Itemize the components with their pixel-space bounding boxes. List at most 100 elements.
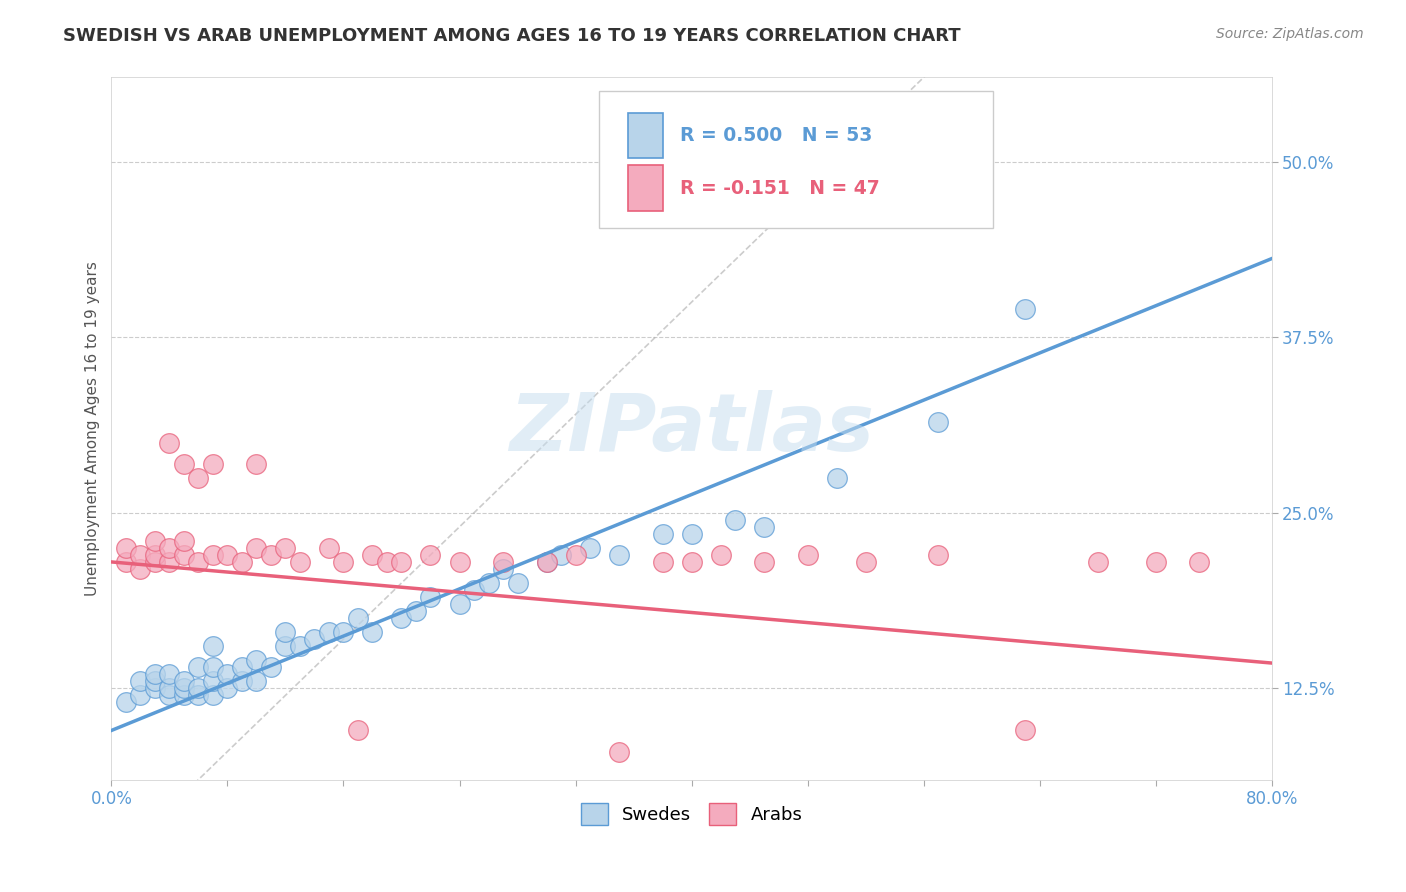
Point (391, 611, 413, 625)
Point (752, 555, 775, 569)
Point (159, 555, 181, 569)
Point (143, 555, 166, 569)
Point (825, 471, 848, 485)
Point (260, 660, 283, 674)
Point (796, 548, 818, 562)
Point (201, 457, 224, 471)
Point (347, 723, 370, 738)
Y-axis label: Unemployment Among Ages 16 to 19 years: Unemployment Among Ages 16 to 19 years (86, 261, 100, 596)
Point (245, 457, 267, 471)
Point (332, 625, 354, 640)
FancyBboxPatch shape (627, 165, 662, 211)
Point (231, 674, 253, 689)
Text: SWEDISH VS ARAB UNEMPLOYMENT AMONG AGES 16 TO 19 YEARS CORRELATION CHART: SWEDISH VS ARAB UNEMPLOYMENT AMONG AGES … (63, 27, 960, 45)
Point (115, 555, 138, 569)
Point (927, 548, 949, 562)
Point (231, 660, 253, 674)
Point (492, 555, 515, 569)
Point (361, 548, 384, 562)
Point (463, 582, 485, 597)
Point (173, 533, 195, 548)
Point (752, 520, 775, 534)
Point (143, 548, 166, 562)
Point (129, 562, 152, 576)
Point (245, 541, 267, 555)
Point (201, 660, 224, 674)
Point (405, 604, 427, 618)
Point (159, 681, 181, 696)
Point (217, 667, 239, 681)
Point (361, 625, 384, 640)
Point (217, 681, 239, 696)
Point (681, 555, 703, 569)
Point (550, 548, 572, 562)
Point (115, 695, 138, 709)
Point (607, 745, 630, 759)
Point (274, 625, 297, 640)
Point (143, 674, 166, 689)
Point (1014, 723, 1036, 738)
Point (129, 689, 152, 703)
Point (332, 555, 354, 569)
Point (245, 674, 267, 689)
Point (579, 541, 602, 555)
Point (419, 590, 441, 604)
Point (231, 555, 253, 569)
Point (187, 660, 209, 674)
Point (201, 548, 224, 562)
Point (129, 548, 152, 562)
Point (536, 555, 558, 569)
Point (564, 548, 586, 562)
Legend: Swedes, Arabs: Swedes, Arabs (571, 794, 811, 834)
Point (419, 548, 441, 562)
Point (173, 674, 195, 689)
Point (1087, 555, 1109, 569)
Point (274, 541, 297, 555)
Point (318, 625, 340, 640)
Point (159, 689, 181, 703)
Point (927, 415, 949, 429)
Point (347, 611, 370, 625)
Point (274, 639, 297, 653)
Point (159, 435, 181, 450)
Point (1144, 555, 1167, 569)
Point (492, 562, 515, 576)
Point (260, 548, 283, 562)
Point (506, 576, 529, 591)
Point (129, 674, 152, 689)
Point (173, 689, 195, 703)
Point (318, 541, 340, 555)
Point (651, 526, 673, 541)
Text: ZIPatlas: ZIPatlas (509, 390, 875, 467)
Point (288, 555, 311, 569)
Point (651, 555, 673, 569)
Point (143, 667, 166, 681)
Point (304, 632, 326, 647)
Point (187, 555, 209, 569)
Point (449, 597, 471, 611)
Point (1188, 555, 1211, 569)
Point (536, 555, 558, 569)
Point (159, 667, 181, 681)
Point (724, 513, 747, 527)
Point (855, 555, 877, 569)
Point (375, 555, 398, 569)
Point (477, 576, 499, 591)
Point (391, 555, 413, 569)
Point (607, 548, 630, 562)
Point (187, 689, 209, 703)
Point (681, 526, 703, 541)
Point (159, 541, 181, 555)
Point (217, 548, 239, 562)
Point (449, 555, 471, 569)
Point (1014, 302, 1036, 317)
Point (201, 689, 224, 703)
Point (709, 548, 731, 562)
Point (201, 639, 224, 653)
Point (115, 541, 138, 555)
Point (173, 548, 195, 562)
Point (187, 471, 209, 485)
FancyBboxPatch shape (599, 92, 993, 228)
Point (173, 457, 195, 471)
Point (288, 639, 311, 653)
